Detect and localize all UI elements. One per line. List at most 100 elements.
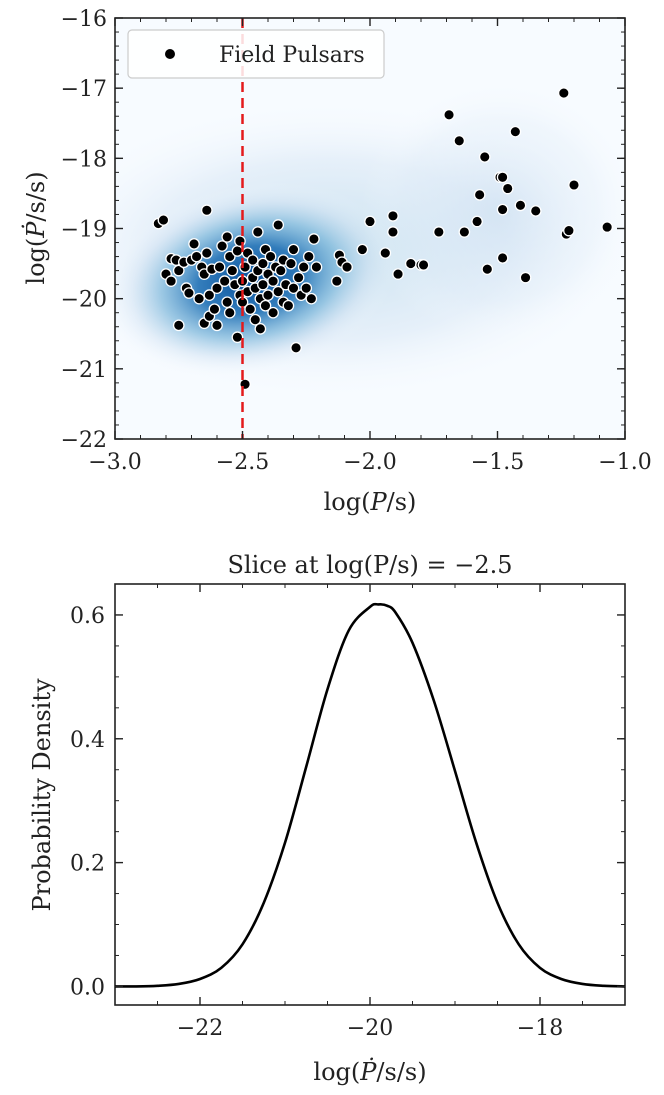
x-tick-label: −2.0 [343, 450, 396, 475]
pulsar-point [387, 226, 399, 238]
pulsar-point [172, 264, 185, 277]
legend-box [127, 29, 385, 79]
pulsar-point [183, 287, 195, 299]
y-tick-label: −20 [61, 288, 107, 313]
top-ylabel: log(Ṗ/s/s) [21, 171, 50, 284]
scatter-kde-panel: −3.0 −2.5 −2.0 −1.5 −1.0 −22 −21 −20 −19 −18 −17 −1… [21, 7, 652, 516]
pulsar-point [601, 221, 614, 233]
pulsar-point [302, 250, 315, 263]
legend-label: Field Pulsars [219, 43, 365, 68]
pulsar-point [305, 292, 318, 305]
pulsar-point [274, 264, 287, 277]
y-tick-label: 0.6 [70, 604, 105, 629]
pulsar-point [282, 299, 295, 312]
pulsar-point [264, 250, 277, 263]
pulsar-point [165, 275, 177, 287]
pulsar-point [387, 210, 399, 222]
bottom-xlabel: log(Ṗ/s/s) [313, 1057, 426, 1086]
pulsar-point [208, 303, 221, 316]
pulsar-point [496, 252, 509, 264]
pulsar-point [392, 268, 404, 280]
pulsar-point [519, 271, 532, 284]
pulsar-point [211, 319, 223, 332]
pulsar-point [417, 259, 430, 271]
bottom-ylabel: Probability Density [28, 678, 56, 912]
pulsar-point [432, 226, 445, 238]
top-xlabel: log(P/s) [324, 488, 417, 516]
pulsar-point [267, 306, 279, 319]
pulsar-point [221, 231, 234, 243]
pulsar-point [496, 171, 509, 184]
pulsar-point [211, 282, 223, 294]
pulsar-point [341, 261, 353, 273]
pulsar-point [200, 247, 213, 259]
pulsar-point [259, 299, 272, 312]
pulsar-point [501, 182, 514, 195]
pulsar-point [287, 243, 300, 256]
pulsar-point [496, 203, 509, 216]
pulsar-point [157, 214, 170, 226]
pulsar-point [226, 264, 239, 277]
pulsar-point [213, 261, 226, 273]
pulsar-point [356, 243, 369, 256]
pulsar-point [257, 257, 269, 270]
x-tick-label: −2.5 [216, 450, 269, 475]
pulsar-point [404, 257, 417, 270]
pulsar-point [251, 226, 264, 238]
pulsar-point [249, 313, 262, 326]
y-tick-label: −19 [61, 218, 107, 243]
pulsar-point [193, 292, 205, 305]
pulsar-point [223, 250, 236, 263]
bottom-plot-frame [114, 583, 626, 1006]
pulsar-point [218, 275, 231, 287]
pulsar-point [453, 134, 466, 147]
pulsar-point [568, 179, 580, 191]
y-tick-label: 0.2 [70, 852, 105, 877]
x-tick-label: −3.0 [88, 450, 141, 475]
y-tick-label: −16 [61, 7, 107, 32]
pulsar-point [216, 240, 228, 252]
pulsar-point [529, 205, 542, 217]
pulsar-point [246, 254, 259, 266]
pulsar-point [287, 282, 300, 294]
y-tick-label: 0.4 [70, 728, 105, 753]
x-tick-label: −22 [177, 1016, 223, 1041]
pulsar-point [379, 247, 392, 259]
pulsar-point [481, 263, 494, 276]
pulsar-point [272, 285, 285, 298]
pulsar-point [292, 271, 305, 284]
legend: Field Pulsars [127, 29, 385, 79]
pulsar-point [172, 319, 185, 332]
density-glow-right [360, 80, 625, 340]
pulsar-point [509, 125, 522, 138]
pulsar-point [188, 238, 200, 250]
pulsar-point [310, 261, 323, 273]
pulsar-point [557, 87, 570, 99]
pulsar-point [223, 306, 236, 319]
pulsar-point [254, 322, 267, 335]
x-tick-label: −18 [517, 1016, 563, 1041]
svg-text:log(Ṗ/s/s): log(Ṗ/s/s) [21, 171, 50, 284]
pulsar-point [458, 226, 471, 238]
y-tick-label: 0.0 [70, 975, 105, 1000]
pulsar-point [272, 219, 285, 231]
pulsar-point [471, 215, 483, 228]
pulsar-point [563, 224, 575, 237]
pulsar-point [221, 296, 234, 309]
x-tick-label: −1.5 [471, 450, 524, 475]
pulsar-point [290, 341, 302, 354]
density-curve [114, 602, 626, 988]
pulsar-point [514, 199, 527, 212]
svg-text:Probability Density: Probability Density [28, 678, 56, 912]
y-tick-label: −22 [61, 428, 107, 453]
bottom-title: Slice at log(P/s) = −2.5 [227, 551, 512, 579]
pulsar-point [300, 282, 313, 294]
pulsar-point [231, 245, 244, 257]
x-tick-label: −20 [347, 1016, 393, 1041]
pulsar-point [267, 275, 279, 287]
y-tick-label: −18 [61, 147, 107, 172]
pulsar-point [244, 303, 256, 316]
pulsar-point [443, 108, 455, 121]
pulsar-point [478, 151, 491, 163]
